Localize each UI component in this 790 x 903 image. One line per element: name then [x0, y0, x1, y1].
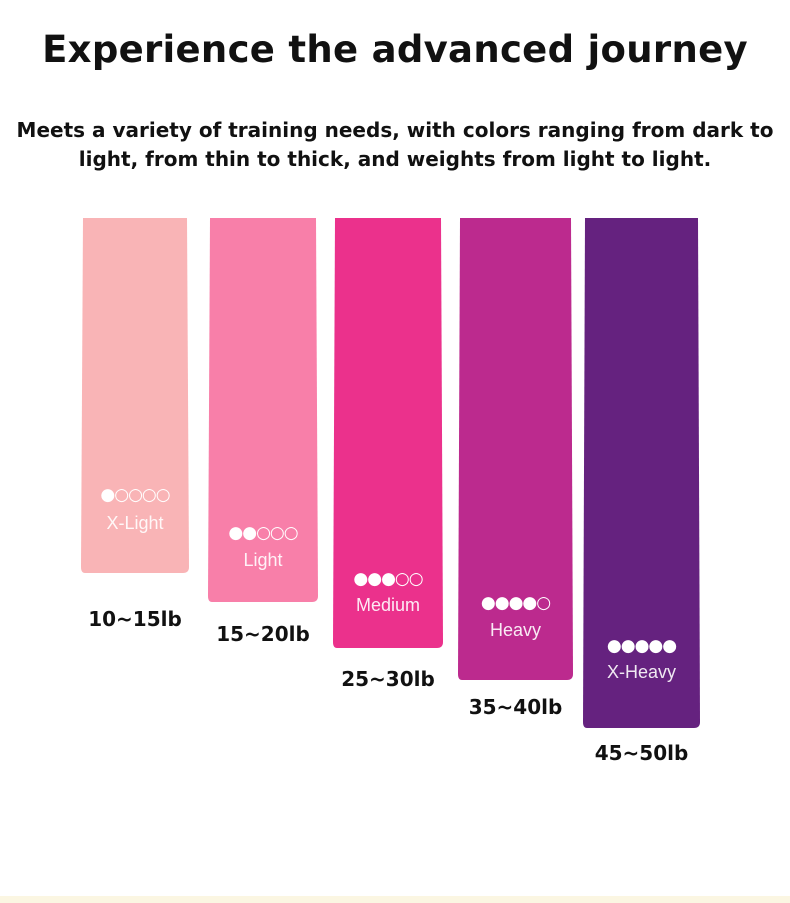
rating-dots: ●●○○○	[228, 523, 297, 543]
band-label: X-Heavy	[607, 662, 676, 682]
band	[458, 218, 573, 680]
weight: 45~50lb	[595, 741, 689, 765]
weight: 25~30lb	[341, 667, 435, 691]
subtitle-line: Meets a variety of training needs, with …	[16, 118, 774, 142]
band	[208, 218, 318, 602]
rating-dots: ●○○○○	[100, 485, 169, 505]
title: Experience the advanced journey	[42, 28, 748, 71]
footer-strip	[0, 896, 790, 903]
band	[333, 218, 443, 648]
band-label: Light	[243, 550, 282, 570]
band-label: Medium	[356, 595, 420, 615]
band	[81, 218, 189, 573]
band-label: Heavy	[490, 620, 541, 640]
weight: 10~15lb	[88, 607, 182, 631]
weight: 15~20lb	[216, 622, 310, 646]
band-label: X-Light	[106, 513, 163, 533]
weight: 35~40lb	[469, 695, 563, 719]
subtitle-line: light, from thin to thick, and weights f…	[78, 147, 712, 171]
rating-dots: ●●●●○	[481, 593, 550, 613]
band	[583, 218, 700, 728]
rating-dots: ●●●○○	[353, 569, 422, 589]
rating-dots: ●●●●●	[607, 636, 676, 656]
